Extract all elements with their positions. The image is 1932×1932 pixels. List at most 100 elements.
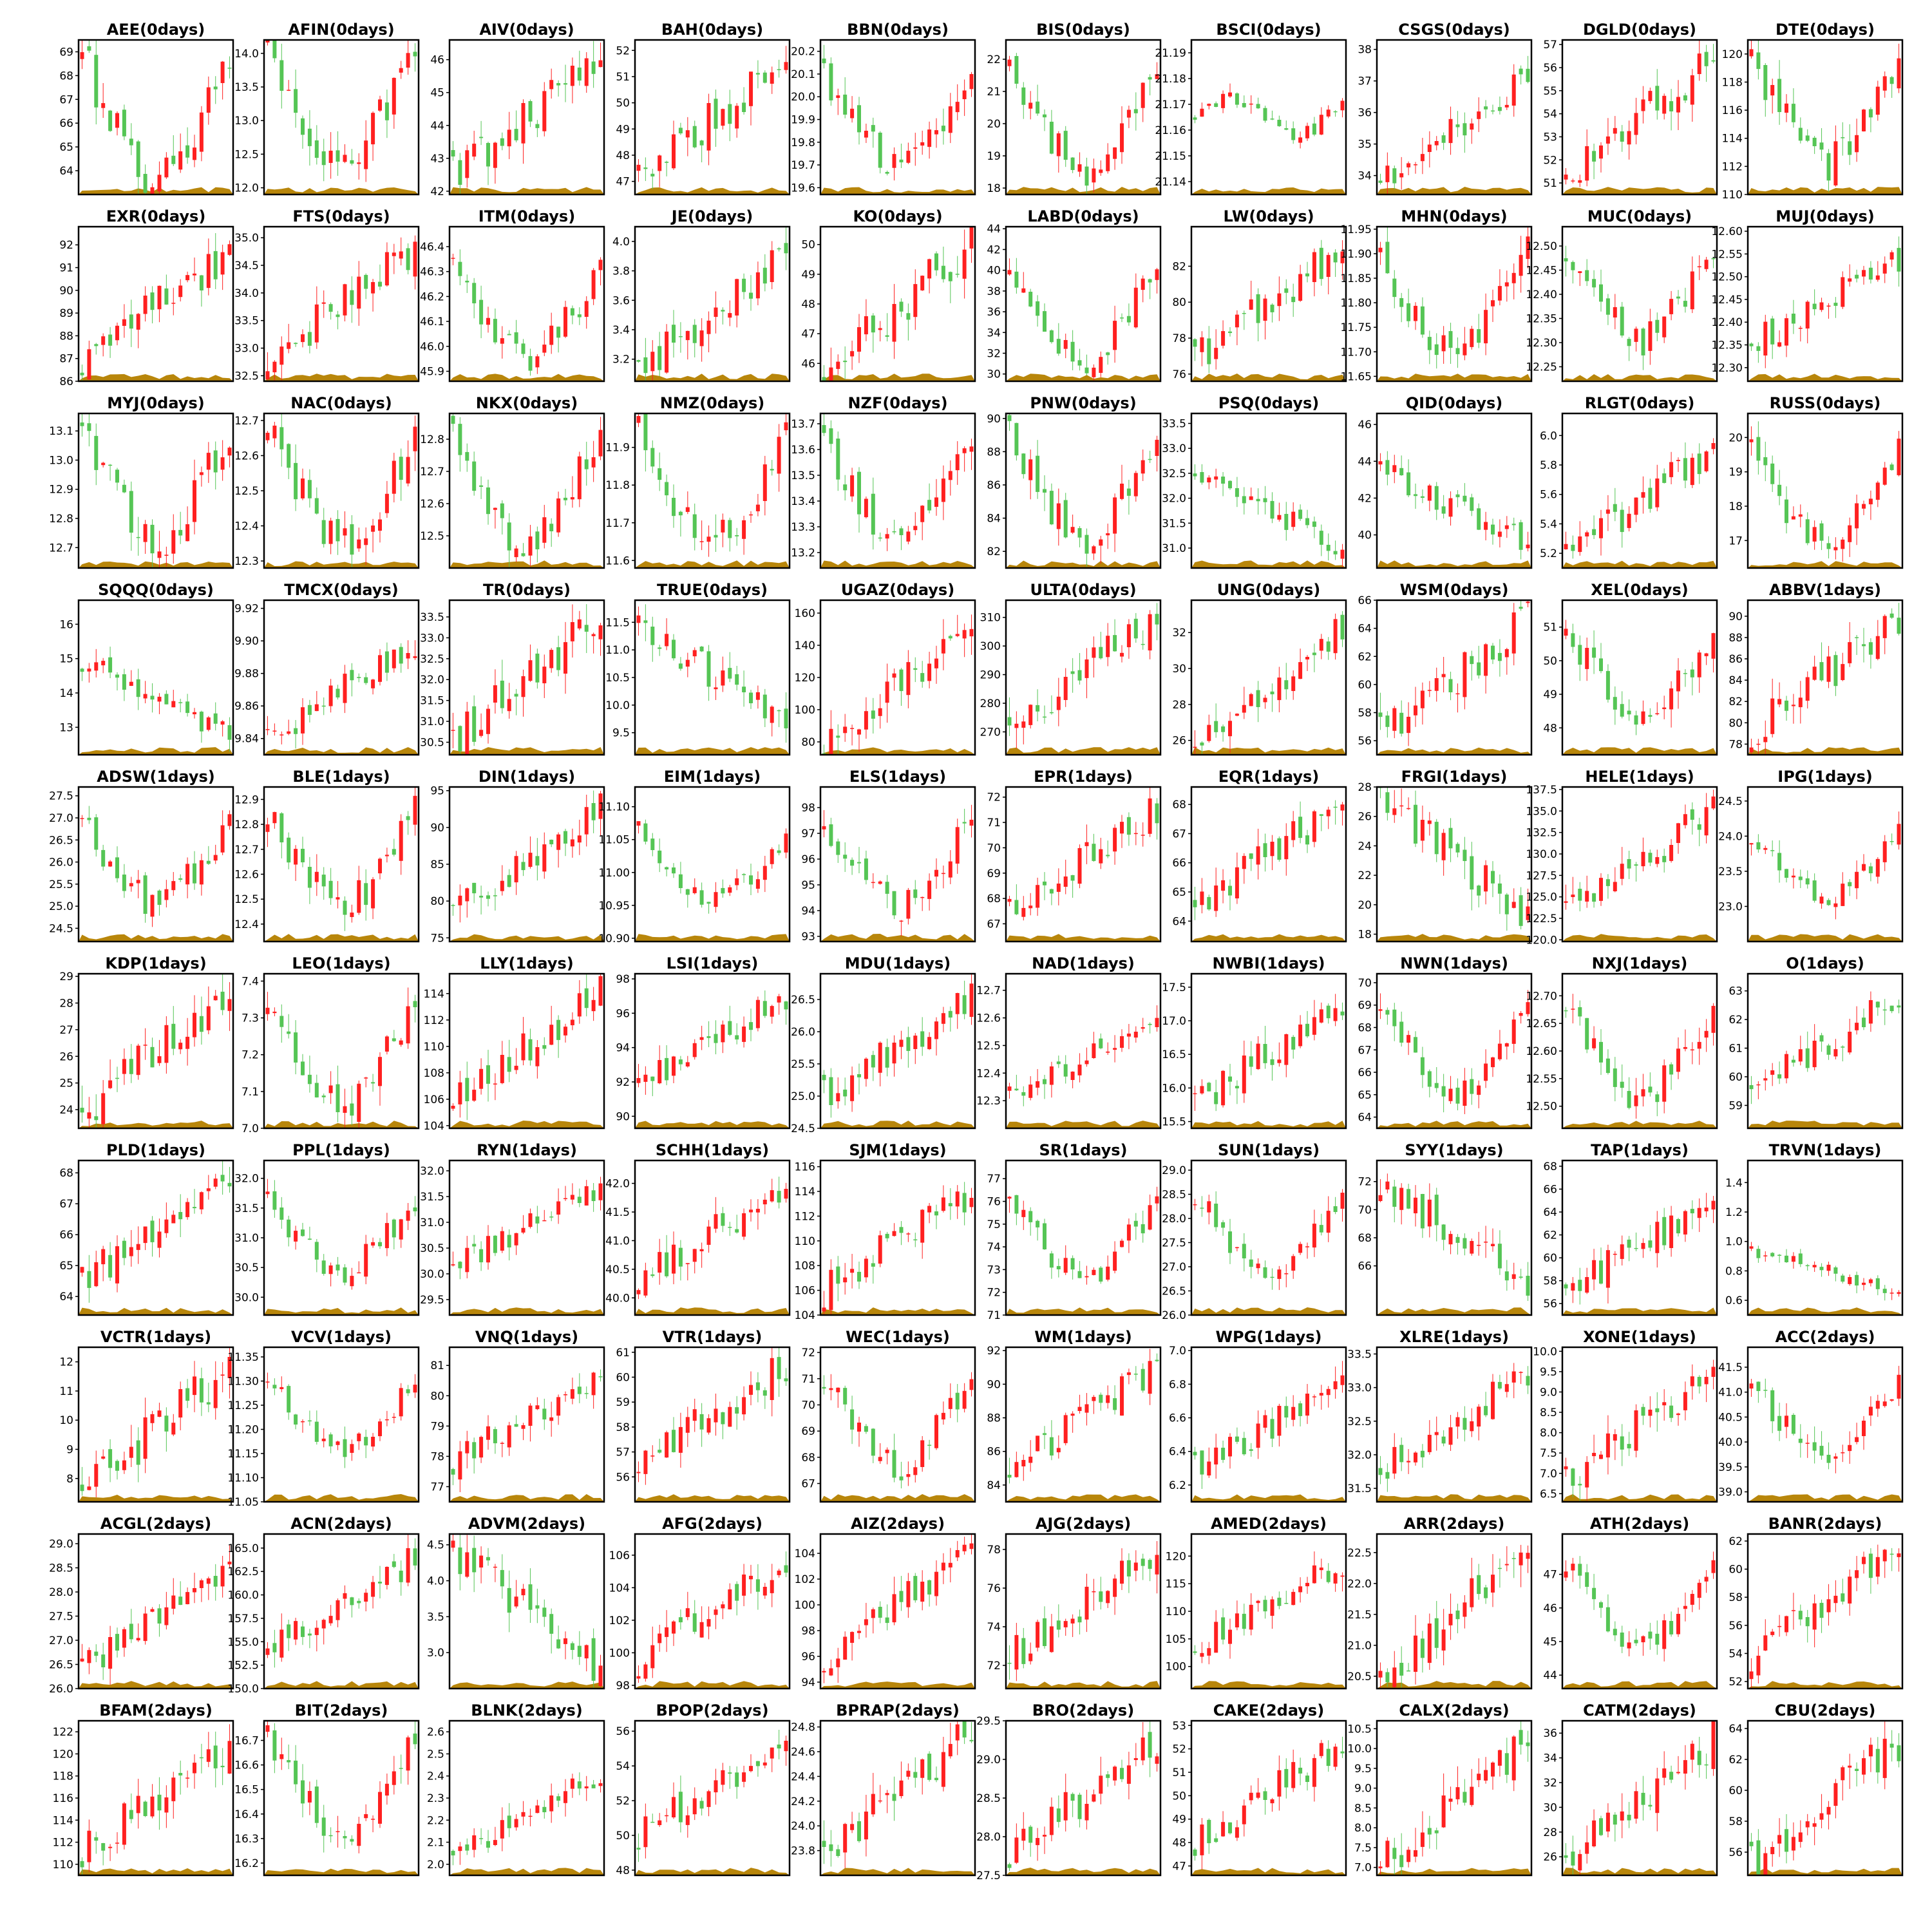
- candle-body: [1826, 656, 1831, 682]
- volume-area: [820, 560, 975, 568]
- candle-body: [493, 319, 497, 343]
- candle-body: [1868, 1279, 1873, 1283]
- y-tick-label: 26.5: [49, 834, 73, 847]
- chart-panel: RYN(1days) 29.5 30.0 30.5 31.0 31.5 32.0: [420, 1141, 605, 1321]
- candle-body: [706, 320, 711, 334]
- candle-body: [1655, 1222, 1660, 1253]
- chart-panel: RLGT(0days) 5.2 5.4 5.6 5.8 6.0: [1540, 394, 1718, 574]
- candle-body: [1519, 1372, 1523, 1373]
- candle-body: [1063, 677, 1068, 700]
- candle-body: [1697, 53, 1701, 74]
- volume-area: [1562, 747, 1717, 755]
- chart-panel: SCHH(1days) 40.0 40.5 41.0 41.5 42.0: [605, 1141, 791, 1321]
- candle-body: [500, 880, 504, 891]
- candle-body: [164, 1025, 169, 1063]
- y-tick-label: 110: [424, 1041, 444, 1054]
- candle-body: [406, 653, 410, 659]
- y-tick-label: 87: [59, 353, 73, 366]
- candle-body: [878, 881, 882, 884]
- candle-body: [157, 890, 162, 905]
- y-tick-label: 11.9: [605, 442, 630, 455]
- candle-body: [1798, 1253, 1803, 1264]
- y-tick-label: 27.5: [49, 1611, 73, 1624]
- candle-body: [1420, 1057, 1425, 1075]
- candle-body: [1120, 1240, 1124, 1247]
- candle-body: [143, 875, 147, 914]
- chart-panel: RUSS(0days) 17 18 19 20: [1728, 394, 1904, 574]
- candle-body: [1711, 60, 1716, 62]
- candle-body: [1063, 131, 1068, 160]
- candle-body: [1077, 1406, 1082, 1411]
- candle-body: [1399, 1444, 1404, 1463]
- plot-frame: [1190, 225, 1347, 383]
- y-tick-label: 44: [1358, 455, 1372, 468]
- plot-frame: [263, 1346, 420, 1503]
- candle-body: [171, 155, 176, 164]
- candle-body: [836, 439, 840, 480]
- candle-body: [384, 1223, 389, 1249]
- candle-body: [143, 1613, 147, 1642]
- y-tick-label: 12.7: [976, 985, 1001, 998]
- candle-body: [1841, 1275, 1845, 1282]
- candle-body: [549, 1217, 554, 1218]
- candle-body: [636, 821, 641, 826]
- candle-body: [1392, 708, 1397, 731]
- candle-body: [87, 1650, 91, 1663]
- candle-body: [755, 1209, 760, 1213]
- y-tick-label: 65: [1172, 886, 1186, 899]
- candle-body: [1028, 292, 1033, 307]
- candle-body: [1270, 1276, 1274, 1278]
- chart-title: SR(1days): [1039, 1141, 1128, 1159]
- y-tick-label: 21.15: [1155, 150, 1186, 163]
- chart-title: MHN(0days): [1401, 207, 1508, 225]
- candle-body: [1848, 525, 1852, 542]
- candle-body: [465, 888, 469, 902]
- candle-body: [199, 712, 204, 732]
- candle-body: [1826, 153, 1831, 181]
- candle-body: [948, 861, 952, 878]
- candle-body: [479, 299, 484, 325]
- candle-body: [1463, 1238, 1467, 1249]
- candle-body: [643, 823, 648, 842]
- candle-body: [321, 520, 326, 544]
- candle-body: [171, 1215, 176, 1224]
- candle-body: [1599, 284, 1603, 302]
- candle-body: [1897, 439, 1901, 475]
- candle-body: [1777, 79, 1782, 112]
- candle-body: [371, 113, 375, 145]
- chart-panel: UNG(0days) 26 28 30 32: [1172, 581, 1347, 761]
- candle-body: [1785, 700, 1788, 711]
- candle-body: [101, 1456, 106, 1459]
- candle-body: [94, 817, 99, 850]
- candle-body: [122, 484, 126, 493]
- candle-body: [213, 251, 218, 279]
- candle-body: [94, 344, 99, 346]
- candle-body: [1070, 527, 1075, 533]
- candle-body: [1113, 1251, 1117, 1271]
- y-tick-label: 11.10: [227, 1472, 259, 1485]
- candle-body: [906, 1474, 911, 1477]
- candle-body: [749, 292, 753, 299]
- candle-body: [969, 227, 974, 249]
- y-tick-label: 12.6: [234, 450, 259, 462]
- candle-body: [378, 1421, 382, 1437]
- candle-body: [784, 62, 788, 70]
- candle-body: [1704, 1030, 1709, 1038]
- candle-body: [1228, 1231, 1232, 1253]
- volume-area: [635, 560, 790, 568]
- candle-body: [1221, 477, 1226, 484]
- candle-body: [1291, 128, 1296, 140]
- candle-body: [1697, 453, 1701, 475]
- candle-body: [1007, 1475, 1012, 1478]
- candle-body: [1882, 841, 1887, 862]
- candle-body: [357, 1272, 361, 1274]
- candle-body: [378, 281, 382, 287]
- candle-body: [1242, 705, 1246, 713]
- candle-body: [1126, 109, 1131, 118]
- candle-body: [1427, 690, 1432, 691]
- volume-area: [1377, 1494, 1531, 1502]
